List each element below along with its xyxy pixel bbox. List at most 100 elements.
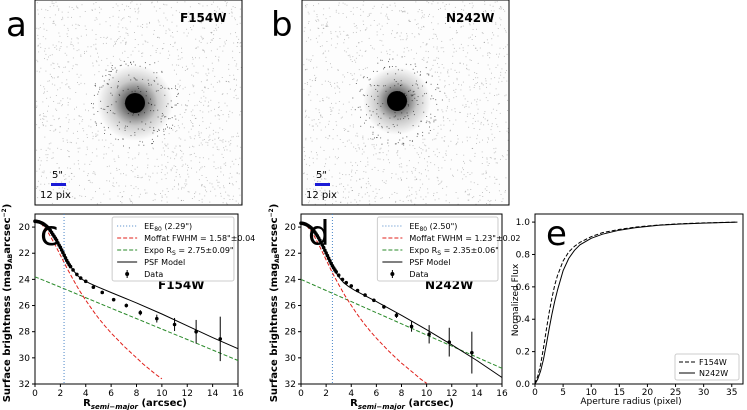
noise-speck bbox=[222, 93, 224, 95]
y-axis-label: Surface brightness (magABarcsec−2) bbox=[268, 204, 281, 403]
noise-speck bbox=[164, 138, 166, 140]
noise-speck bbox=[153, 148, 154, 150]
noise-speck bbox=[78, 163, 80, 165]
noise-speck bbox=[495, 118, 497, 119]
noise-speck bbox=[98, 139, 100, 141]
noise-speck bbox=[136, 3, 138, 5]
noise-speck bbox=[132, 202, 133, 204]
noise-speck bbox=[428, 156, 430, 158]
noise-speck bbox=[155, 10, 157, 12]
noise-speck bbox=[421, 58, 423, 60]
noise-speck bbox=[482, 55, 484, 57]
noise-speck bbox=[43, 170, 45, 172]
noise-speck bbox=[407, 195, 409, 197]
noise-speck bbox=[103, 157, 105, 159]
noise-speck bbox=[236, 135, 238, 137]
noise-speck bbox=[181, 159, 183, 161]
noise-speck bbox=[78, 115, 80, 117]
noise-speck bbox=[100, 201, 102, 203]
noise-speck bbox=[71, 7, 73, 8]
noise-speck bbox=[55, 128, 57, 130]
noise-speck bbox=[41, 171, 43, 173]
noise-speck bbox=[336, 82, 338, 84]
noise-speck bbox=[455, 32, 457, 34]
noise-speck bbox=[436, 192, 438, 194]
x-tick-labels: 0 2 4 6 8 10 12 14 16 bbox=[298, 384, 508, 399]
noise-speck bbox=[233, 42, 235, 44]
noise-speck bbox=[502, 198, 504, 200]
noise-speck bbox=[440, 47, 442, 49]
noise-speck bbox=[411, 140, 413, 142]
noise-speck bbox=[426, 61, 428, 63]
noise-speck bbox=[69, 167, 71, 169]
noise-speck bbox=[183, 32, 185, 34]
noise-speck bbox=[360, 161, 362, 162]
noise-speck bbox=[129, 198, 131, 200]
noise-speck bbox=[438, 152, 440, 154]
noise-speck bbox=[95, 122, 97, 124]
noise-speck bbox=[498, 8, 500, 10]
noise-speck bbox=[444, 8, 446, 10]
noise-speck bbox=[46, 157, 48, 159]
noise-speck bbox=[127, 57, 129, 58]
noise-speck bbox=[437, 109, 439, 111]
noise-speck bbox=[470, 160, 472, 162]
noise-speck bbox=[352, 13, 354, 15]
noise-speck bbox=[229, 110, 231, 112]
noise-speck bbox=[226, 1, 228, 3]
noise-speck bbox=[198, 57, 200, 59]
noise-speck bbox=[84, 25, 86, 27]
noise-speck bbox=[90, 160, 92, 162]
noise-speck bbox=[39, 189, 41, 191]
noise-speck bbox=[457, 135, 458, 136]
noise-speck bbox=[123, 17, 125, 19]
noise-speck bbox=[318, 28, 320, 29]
noise-speck bbox=[407, 12, 409, 14]
noise-speck bbox=[460, 21, 462, 23]
noise-speck bbox=[491, 133, 493, 135]
noise-speck bbox=[77, 82, 78, 83]
noise-speck bbox=[355, 25, 357, 27]
noise-speck bbox=[94, 83, 96, 85]
noise-speck bbox=[324, 80, 326, 82]
noise-speck bbox=[120, 64, 122, 66]
noise-speck bbox=[217, 114, 219, 116]
noise-speck bbox=[382, 171, 384, 173]
noise-speck bbox=[199, 193, 201, 195]
noise-speck bbox=[96, 61, 98, 63]
noise-speck bbox=[436, 48, 438, 50]
noise-speck bbox=[130, 201, 132, 203]
noise-speck bbox=[496, 178, 498, 180]
noise-speck bbox=[153, 141, 154, 143]
noise-speck bbox=[222, 114, 224, 116]
noise-speck bbox=[220, 192, 222, 194]
noise-speck bbox=[170, 44, 171, 45]
noise-speck bbox=[437, 63, 438, 65]
noise-speck bbox=[207, 79, 208, 81]
noise-speck bbox=[218, 56, 220, 58]
noise-speck bbox=[107, 65, 109, 67]
noise-speck bbox=[236, 84, 237, 86]
noise-speck bbox=[119, 58, 121, 60]
noise-speck bbox=[163, 3, 164, 5]
noise-speck bbox=[306, 4, 308, 6]
noise-speck bbox=[130, 62, 132, 64]
noise-speck bbox=[80, 82, 82, 84]
noise-speck bbox=[105, 21, 107, 23]
noise-speck bbox=[487, 100, 489, 102]
noise-speck bbox=[486, 39, 488, 41]
noise-speck bbox=[316, 181, 318, 183]
noise-speck bbox=[381, 59, 383, 61]
noise-speck bbox=[363, 142, 365, 144]
noise-speck bbox=[351, 169, 353, 171]
noise-speck bbox=[193, 138, 195, 140]
noise-speck bbox=[403, 144, 405, 146]
noise-speck bbox=[476, 101, 478, 103]
noise-speck bbox=[163, 25, 164, 27]
noise-speck bbox=[67, 150, 69, 152]
noise-speck bbox=[198, 134, 200, 136]
noise-speck bbox=[404, 10, 406, 12]
noise-speck bbox=[121, 196, 123, 198]
noise-speck bbox=[171, 64, 173, 66]
noise-speck bbox=[406, 196, 408, 198]
